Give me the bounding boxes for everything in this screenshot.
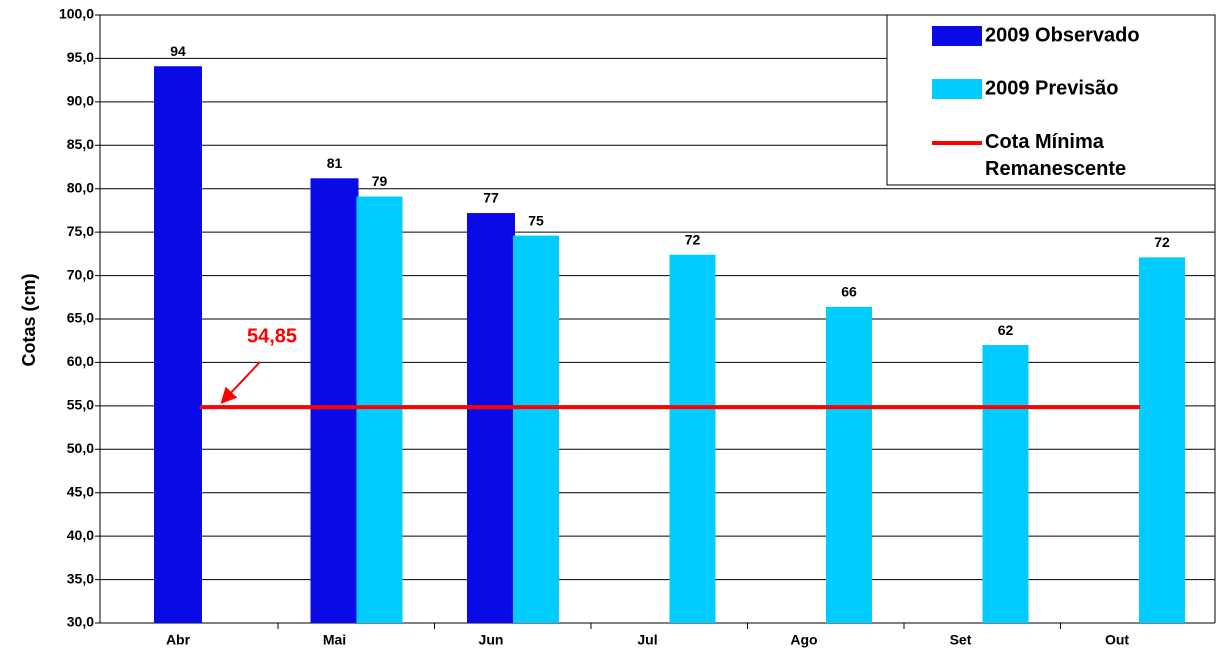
bar	[513, 235, 559, 624]
y-tick-label: 50,0	[67, 440, 94, 456]
legend-label: 2009 Observado	[985, 24, 1140, 46]
y-tick-label: 70,0	[67, 266, 94, 282]
value-label: 77	[483, 190, 499, 206]
legend-label: Cota Mínima	[985, 131, 1105, 153]
legend-label: Cota Mínima Remanescente	[985, 131, 1126, 180]
value-label: 62	[998, 322, 1014, 338]
y-tick-label: 45,0	[67, 483, 94, 499]
x-tick-label: Ago	[790, 632, 817, 648]
value-label: 72	[685, 231, 701, 247]
value-label: 72	[1154, 234, 1170, 250]
y-tick-label: 60,0	[67, 353, 94, 369]
value-label: 66	[841, 284, 857, 300]
bar	[1139, 257, 1185, 623]
y-tick-label: 30,0	[67, 614, 94, 630]
y-tick-label: 95,0	[67, 49, 94, 65]
x-tick-label: Out	[1105, 632, 1129, 648]
y-tick-label: 100,0	[59, 6, 94, 22]
legend-label: 2009 Previsão	[985, 77, 1118, 99]
y-tick-label: 65,0	[67, 310, 94, 326]
value-label: 81	[327, 155, 343, 171]
y-tick-label: 80,0	[67, 179, 94, 195]
x-tick-label: Jun	[479, 632, 504, 648]
bar	[310, 178, 359, 623]
bar	[826, 306, 872, 623]
x-tick-label: Abr	[166, 632, 191, 648]
x-tick-label: Set	[950, 632, 972, 648]
bar	[669, 254, 716, 623]
bar	[154, 66, 202, 623]
x-tick-label: Mai	[323, 632, 346, 648]
y-tick-label: 35,0	[67, 570, 94, 586]
legend-swatch	[932, 79, 982, 99]
legend-swatch	[932, 26, 982, 46]
y-tick-label: 85,0	[67, 136, 94, 152]
y-tick-label: 40,0	[67, 527, 94, 543]
y-axis-title: Cotas (cm)	[19, 273, 39, 366]
bar	[356, 196, 403, 623]
bar	[467, 213, 515, 623]
y-tick-label: 75,0	[67, 223, 94, 239]
value-label: 79	[372, 173, 388, 189]
bar	[982, 345, 1029, 623]
reference-arrow	[220, 361, 261, 404]
y-tick-label: 55,0	[67, 397, 94, 413]
value-label: 75	[528, 212, 544, 228]
y-tick-label: 90,0	[67, 93, 94, 109]
x-tick-label: Jul	[637, 632, 657, 648]
reference-label: 54,85	[247, 325, 297, 347]
value-label: 94	[170, 43, 186, 59]
legend-label: Remanescente	[985, 158, 1126, 180]
